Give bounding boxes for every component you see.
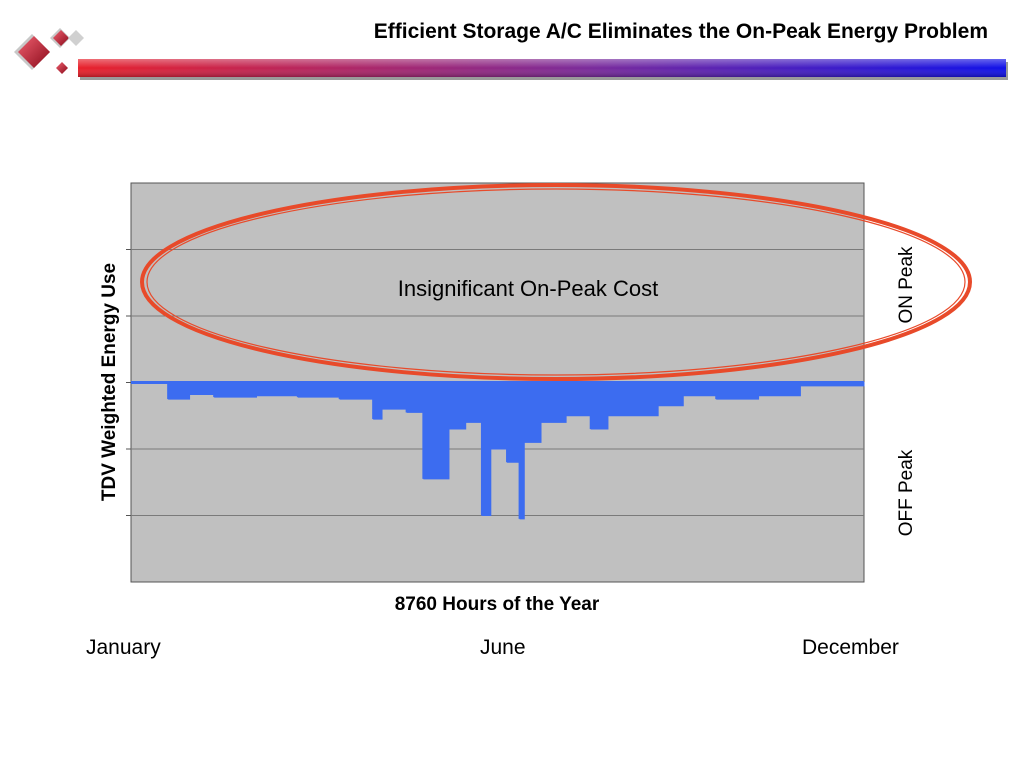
zone-label-off-peak: OFF Peak <box>896 449 917 536</box>
series-area <box>131 382 865 520</box>
y-axis-label: TDV Weighted Energy Use <box>99 263 120 501</box>
slide-title: Efficient Storage A/C Eliminates the On-… <box>373 20 988 43</box>
x-marker-december: December <box>802 636 899 659</box>
on-peak-ellipse <box>140 183 972 381</box>
title-gradient-bar <box>78 59 1008 80</box>
x-marker-june: June <box>480 636 526 659</box>
annotation-label: Insignificant On-Peak Cost <box>398 276 658 301</box>
x-axis-label: 8760 Hours of the Year <box>395 594 600 615</box>
y-axis-ticks <box>126 249 131 516</box>
zone-label-on-peak: ON Peak <box>896 246 917 324</box>
series-spikes <box>167 382 802 519</box>
x-marker-january: January <box>86 636 161 659</box>
diamond-logo-icon <box>14 28 84 74</box>
on-peak-ellipse-inner <box>146 188 966 376</box>
